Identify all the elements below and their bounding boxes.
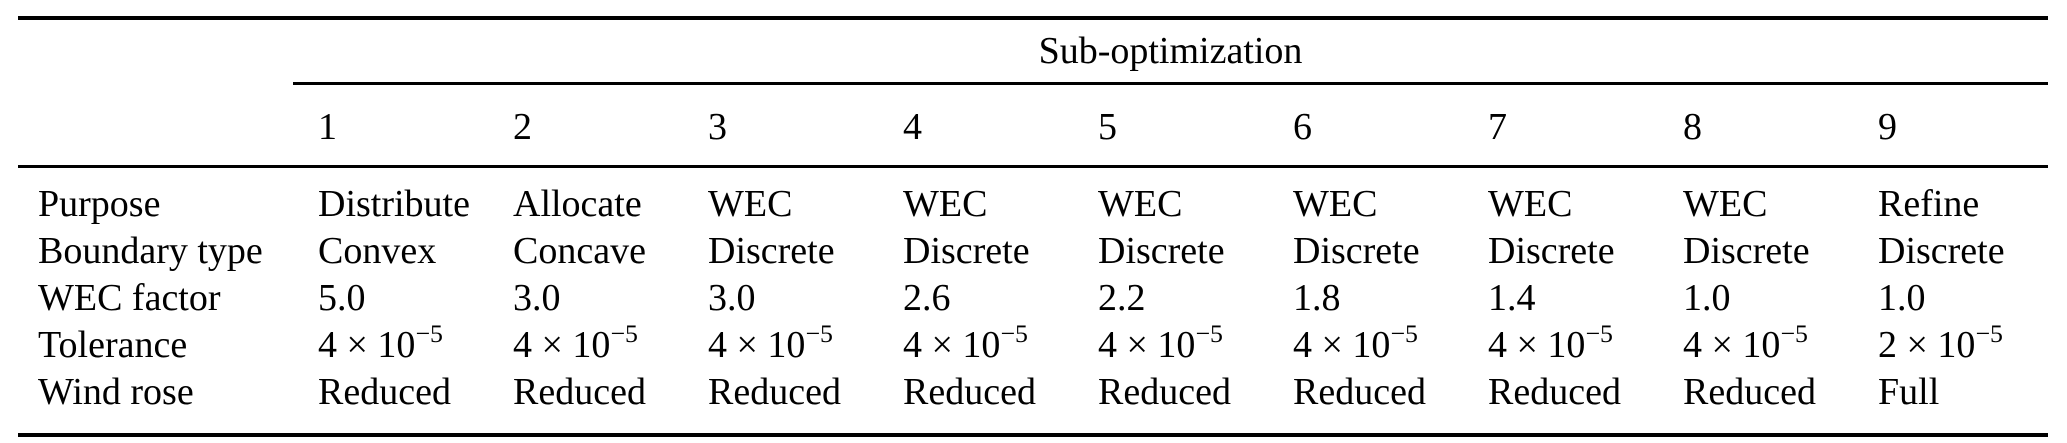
- cell-wec-factor-9: 1.0: [1878, 276, 1926, 319]
- table-row-wind-rose: Wind rose Reduced Reduced Reduced Reduce…: [18, 368, 2048, 435]
- cell-purpose-9: Refine: [1878, 182, 1980, 225]
- cell-tolerance-8: 4 × 10−5: [1658, 321, 1853, 368]
- cell-wec-factor-6: 1.8: [1293, 276, 1341, 319]
- tolerance-exponent: −5: [1195, 319, 1223, 349]
- tolerance-base: 4 × 10: [1488, 323, 1586, 366]
- column-header-3: 3: [683, 83, 878, 168]
- column-header-5: 5: [1073, 83, 1268, 168]
- tolerance-base: 2 × 10: [1878, 323, 1976, 366]
- cell-wind-rose-7: Reduced: [1488, 370, 1621, 413]
- table-row-wec-factor: WEC factor 5.0 3.0 3.0 2.6 2.2 1.8 1.4 1…: [18, 274, 2048, 321]
- tolerance-base: 4 × 10: [1293, 323, 1391, 366]
- tolerance-exponent: −5: [1975, 319, 2003, 349]
- column-header-4: 4: [878, 83, 1073, 168]
- tolerance-base: 4 × 10: [903, 323, 1001, 366]
- cell-tolerance-2: 4 × 10−5: [488, 321, 683, 368]
- cell-boundary-6: Discrete: [1293, 229, 1420, 272]
- tolerance-exponent: −5: [1000, 319, 1028, 349]
- column-header-8: 8: [1658, 83, 1853, 168]
- cell-wec-factor-5: 2.2: [1098, 276, 1146, 319]
- cell-wec-factor-7: 1.4: [1488, 276, 1536, 319]
- tolerance-base: 4 × 10: [1098, 323, 1196, 366]
- tolerance-exponent: −5: [1390, 319, 1418, 349]
- table-row-purpose: Purpose Distribute Allocate WEC WEC WEC …: [18, 167, 2048, 228]
- tolerance-base: 4 × 10: [708, 323, 806, 366]
- cell-tolerance-9: 2 × 10−5: [1853, 321, 2048, 368]
- row-label-purpose: Purpose: [38, 182, 161, 225]
- cell-purpose-7: WEC: [1488, 182, 1573, 225]
- sub-optimization-table: Sub-optimization 1 2 3 4 5 6 7 8 9 Purpo…: [18, 16, 2048, 437]
- cell-purpose-1: Distribute: [318, 182, 470, 225]
- cell-wec-factor-2: 3.0: [513, 276, 561, 319]
- column-numbers-row: 1 2 3 4 5 6 7 8 9: [18, 83, 2048, 168]
- cell-wind-rose-5: Reduced: [1098, 370, 1231, 413]
- cell-wind-rose-1: Reduced: [318, 370, 451, 413]
- tolerance-base: 4 × 10: [318, 323, 416, 366]
- cell-purpose-8: WEC: [1683, 182, 1768, 225]
- cell-tolerance-4: 4 × 10−5: [878, 321, 1073, 368]
- row-label-tolerance: Tolerance: [38, 323, 188, 366]
- cell-tolerance-6: 4 × 10−5: [1268, 321, 1463, 368]
- cell-purpose-2: Allocate: [513, 182, 642, 225]
- table-row-boundary-type: Boundary type Convex Concave Discrete Di…: [18, 227, 2048, 274]
- cell-boundary-7: Discrete: [1488, 229, 1615, 272]
- column-header-9: 9: [1853, 83, 2048, 168]
- spanner-row-empty-cell: [18, 18, 293, 84]
- tolerance-exponent: −5: [1780, 319, 1808, 349]
- cell-boundary-2: Concave: [513, 229, 646, 272]
- cell-purpose-3: WEC: [708, 182, 793, 225]
- cell-boundary-5: Discrete: [1098, 229, 1225, 272]
- row-label-wind-rose: Wind rose: [38, 370, 194, 413]
- row-label-boundary-type: Boundary type: [38, 229, 263, 272]
- column-numbers-empty-cell: [18, 83, 293, 168]
- cell-wec-factor-8: 1.0: [1683, 276, 1731, 319]
- cell-wind-rose-4: Reduced: [903, 370, 1036, 413]
- cell-purpose-5: WEC: [1098, 182, 1183, 225]
- cell-purpose-6: WEC: [1293, 182, 1378, 225]
- column-header-2: 2: [488, 83, 683, 168]
- tolerance-exponent: −5: [415, 319, 443, 349]
- tolerance-exponent: −5: [805, 319, 833, 349]
- column-header-6: 6: [1268, 83, 1463, 168]
- cell-tolerance-5: 4 × 10−5: [1073, 321, 1268, 368]
- cell-purpose-4: WEC: [903, 182, 988, 225]
- tolerance-base: 4 × 10: [1683, 323, 1781, 366]
- cell-wec-factor-4: 2.6: [903, 276, 951, 319]
- cell-wec-factor-1: 5.0: [318, 276, 366, 319]
- cell-tolerance-1: 4 × 10−5: [293, 321, 488, 368]
- cell-boundary-3: Discrete: [708, 229, 835, 272]
- table-row-tolerance: Tolerance 4 × 10−5 4 × 10−5 4 × 10−5 4 ×…: [18, 321, 2048, 368]
- spanner-row: Sub-optimization: [18, 18, 2048, 85]
- cell-wind-rose-6: Reduced: [1293, 370, 1426, 413]
- spanner-header: Sub-optimization: [293, 18, 2048, 85]
- cell-wind-rose-8: Reduced: [1683, 370, 1816, 413]
- cell-wind-rose-2: Reduced: [513, 370, 646, 413]
- row-label-wec-factor: WEC factor: [38, 276, 221, 319]
- tolerance-exponent: −5: [610, 319, 638, 349]
- cell-wind-rose-9: Full: [1878, 370, 1940, 413]
- cell-boundary-9: Discrete: [1878, 229, 2005, 272]
- cell-tolerance-3: 4 × 10−5: [683, 321, 878, 368]
- column-header-7: 7: [1463, 83, 1658, 168]
- column-header-1: 1: [293, 83, 488, 168]
- cell-tolerance-7: 4 × 10−5: [1463, 321, 1658, 368]
- cell-boundary-8: Discrete: [1683, 229, 1810, 272]
- cell-boundary-4: Discrete: [903, 229, 1030, 272]
- cell-wind-rose-3: Reduced: [708, 370, 841, 413]
- tolerance-exponent: −5: [1585, 319, 1613, 349]
- cell-wec-factor-3: 3.0: [708, 276, 756, 319]
- tolerance-base: 4 × 10: [513, 323, 611, 366]
- cell-boundary-1: Convex: [318, 229, 437, 272]
